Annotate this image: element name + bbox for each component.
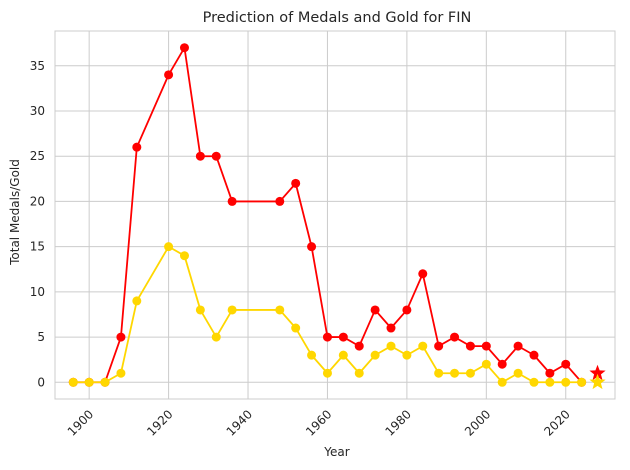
data-point [481, 359, 491, 369]
data-point [291, 178, 301, 188]
chart-title: Prediction of Medals and Gold for FIN [203, 10, 472, 26]
data-point [418, 269, 428, 279]
data-point [386, 323, 396, 333]
data-point [434, 341, 444, 351]
data-point [434, 368, 444, 378]
data-point [354, 368, 364, 378]
data-point [545, 368, 555, 378]
data-point [195, 305, 205, 315]
data-point [164, 242, 174, 252]
data-point [577, 377, 587, 387]
y-tick-label: 25 [30, 149, 45, 163]
grid [55, 31, 615, 399]
data-point [402, 305, 412, 315]
y-tick-label: 10 [30, 285, 45, 299]
data-point [497, 377, 507, 387]
data-point [195, 151, 205, 161]
data-point [84, 377, 94, 387]
data-point [513, 368, 523, 378]
data-point [227, 305, 237, 315]
data-point [116, 332, 126, 342]
data-point [513, 341, 523, 351]
data-point [481, 341, 491, 351]
y-tick-label: 35 [30, 59, 45, 73]
data-point [322, 332, 332, 342]
data-point [307, 350, 317, 360]
y-tick-label: 20 [30, 194, 45, 208]
prediction-star-marker [589, 364, 606, 381]
data-point [68, 377, 78, 387]
data-point [211, 151, 221, 161]
data-point [132, 296, 142, 306]
data-point [338, 350, 348, 360]
data-point [370, 350, 380, 360]
data-point [291, 323, 301, 333]
data-point [275, 196, 285, 206]
series-1 [68, 242, 606, 390]
data-point [545, 377, 555, 387]
y-tick-labels: 0 5 10 15 20 25 30 35 [30, 59, 45, 389]
data-point [179, 251, 189, 261]
data-point [529, 350, 539, 360]
data-point [307, 242, 317, 252]
y-tick-label: 30 [30, 104, 45, 118]
x-axis-label: Year [323, 445, 349, 459]
data-point [529, 377, 539, 387]
data-point [132, 142, 142, 152]
data-point [418, 341, 428, 351]
y-tick-label: 5 [37, 330, 45, 344]
plot-frame [54, 30, 616, 400]
data-point [338, 332, 348, 342]
data-point [450, 368, 460, 378]
data-point [211, 332, 221, 342]
y-tick-label: 0 [37, 375, 45, 389]
data-point [561, 377, 571, 387]
data-point [402, 350, 412, 360]
data-point [322, 368, 332, 378]
data-point [116, 368, 126, 378]
data-point [227, 196, 237, 206]
data-point [465, 368, 475, 378]
data-point [465, 341, 475, 351]
data-point [497, 359, 507, 369]
data-point [386, 341, 396, 351]
data-point [179, 43, 189, 53]
data-point [100, 377, 110, 387]
data-point [370, 305, 380, 315]
y-axis-label: Total Medals/Gold [8, 159, 22, 266]
series-layer [68, 43, 606, 390]
data-point [275, 305, 285, 315]
data-point [354, 341, 364, 351]
y-tick-label: 15 [30, 240, 45, 254]
data-point [450, 332, 460, 342]
prediction-star-marker [589, 373, 606, 390]
data-point [164, 70, 174, 80]
data-point [561, 359, 571, 369]
